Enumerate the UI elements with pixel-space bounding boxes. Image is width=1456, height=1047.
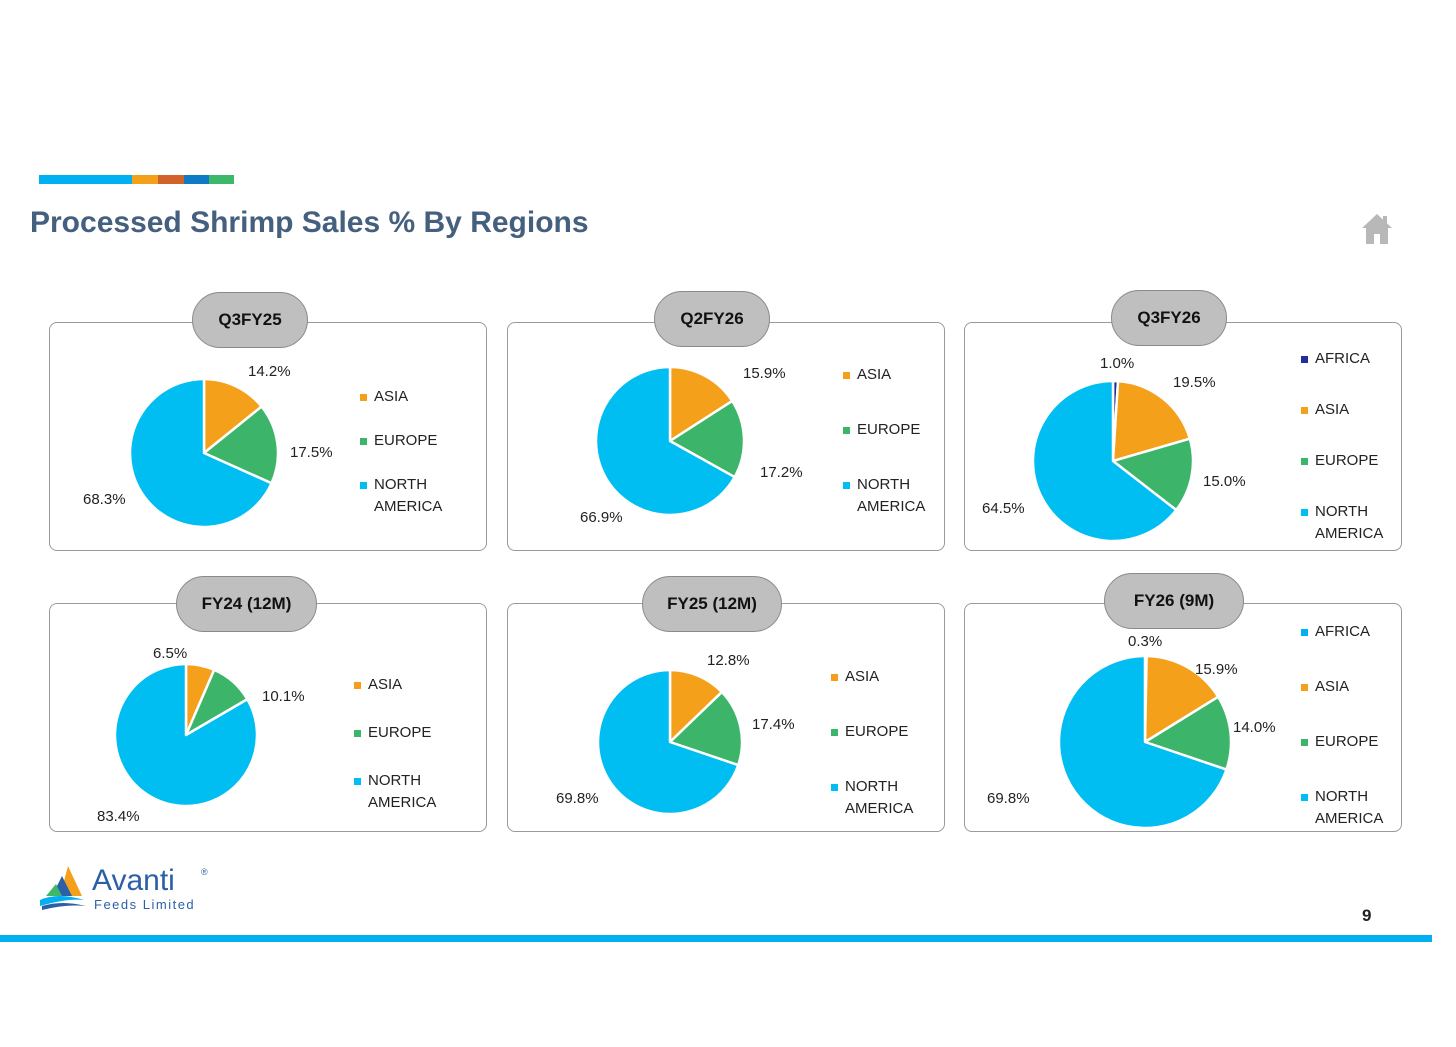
legend-label: AFRICA (1315, 350, 1371, 367)
legend-label: EUROPE (374, 432, 438, 449)
legend-item: EUROPE (1301, 731, 1379, 753)
legend-swatch (843, 427, 850, 434)
chart-title: Q2FY26 (654, 291, 770, 347)
brand-subtitle: Feeds Limited (94, 897, 196, 912)
legend-item: ASIA (1301, 399, 1350, 421)
legend-swatch (360, 394, 367, 401)
legend-label: AMERICA (845, 800, 914, 817)
legend-swatch (360, 482, 367, 489)
legend-item: NORTH AMERICA (360, 474, 443, 518)
legend-swatch (1301, 739, 1308, 746)
legend-label: ASIA (374, 388, 409, 405)
legend-item: EUROPE (831, 721, 909, 743)
chart-title: FY26 (9M) (1104, 573, 1244, 629)
legend-label: NORTH (368, 772, 422, 789)
legend-label: ASIA (845, 668, 880, 685)
legend-label: EUROPE (845, 723, 909, 740)
legend-swatch (1301, 684, 1308, 691)
legend-swatch (831, 674, 838, 681)
legend-swatch (1301, 794, 1308, 801)
accent-bar-segment (209, 175, 234, 184)
chart-title: FY24 (12M) (176, 576, 317, 632)
legend-item: EUROPE (360, 430, 438, 452)
legend-swatch (354, 778, 361, 785)
legend-label: EUROPE (857, 421, 921, 438)
legend-swatch (831, 729, 838, 736)
legend-label: ASIA (368, 676, 403, 693)
legend-label: NORTH (374, 476, 428, 493)
legend-swatch (1301, 407, 1308, 414)
legend-item: NORTH AMERICA (354, 770, 437, 814)
legend-label: EUROPE (1315, 733, 1379, 750)
legend-label: AFRICA (1315, 623, 1371, 640)
legend-item: NORTH AMERICA (831, 776, 914, 820)
chart-title: Q3FY25 (192, 292, 308, 348)
legend-item: ASIA (831, 666, 880, 688)
legend-item: AFRICA (1301, 621, 1371, 643)
legend-label: AMERICA (374, 498, 443, 515)
legend-item: ASIA (354, 674, 403, 696)
legend-label: EUROPE (1315, 452, 1379, 469)
legend-label: AMERICA (368, 794, 437, 811)
legend-item: ASIA (843, 364, 892, 386)
chart-title: Q3FY26 (1111, 290, 1227, 346)
legend-swatch (1301, 509, 1308, 516)
legend-item: AFRICA (1301, 348, 1371, 370)
legend-label: AMERICA (857, 498, 926, 515)
legend-label: EUROPE (368, 724, 432, 741)
legend-item: ASIA (1301, 676, 1350, 698)
legend-label: NORTH (1315, 503, 1369, 520)
legend-swatch (1301, 629, 1308, 636)
brand-registered-mark: ® (201, 867, 208, 877)
bottom-bar (0, 935, 1432, 942)
legend-label: ASIA (857, 366, 892, 383)
legend-item: EUROPE (843, 419, 921, 441)
legend-label: NORTH (1315, 788, 1369, 805)
page-number: 9 (1362, 906, 1372, 925)
legend-item: EUROPE (354, 722, 432, 744)
home-icon[interactable] (1360, 212, 1394, 246)
chart-title: FY25 (12M) (642, 576, 782, 632)
legend-swatch (354, 682, 361, 689)
legend-swatch (843, 372, 850, 379)
page-title: Processed Shrimp Sales % By Regions (30, 206, 589, 239)
legend-swatch (1301, 356, 1308, 363)
legend-swatch (360, 438, 367, 445)
legend-label: AMERICA (1315, 810, 1384, 827)
legend-label: NORTH (857, 476, 911, 493)
legend-swatch (1301, 458, 1308, 465)
legend-item: ASIA (360, 386, 409, 408)
legend-item: EUROPE (1301, 450, 1379, 472)
legend-swatch (831, 784, 838, 791)
legend-label: ASIA (1315, 401, 1350, 418)
legend-label: ASIA (1315, 678, 1350, 695)
legend-item: NORTH AMERICA (843, 474, 926, 518)
accent-bar-segment (158, 175, 184, 184)
legend-label: AMERICA (1315, 525, 1384, 542)
legend-item: NORTH AMERICA (1301, 786, 1384, 830)
legend-item: NORTH AMERICA (1301, 501, 1384, 545)
legend-label: NORTH (845, 778, 899, 795)
avanti-logo-icon (40, 866, 86, 910)
legend-swatch (354, 730, 361, 737)
legend-swatch (843, 482, 850, 489)
accent-bar-segment (184, 175, 209, 184)
accent-bar (39, 175, 234, 184)
brand-name: Avanti (92, 864, 175, 897)
accent-bar-segment (132, 175, 158, 184)
accent-bar-segment (39, 175, 132, 184)
